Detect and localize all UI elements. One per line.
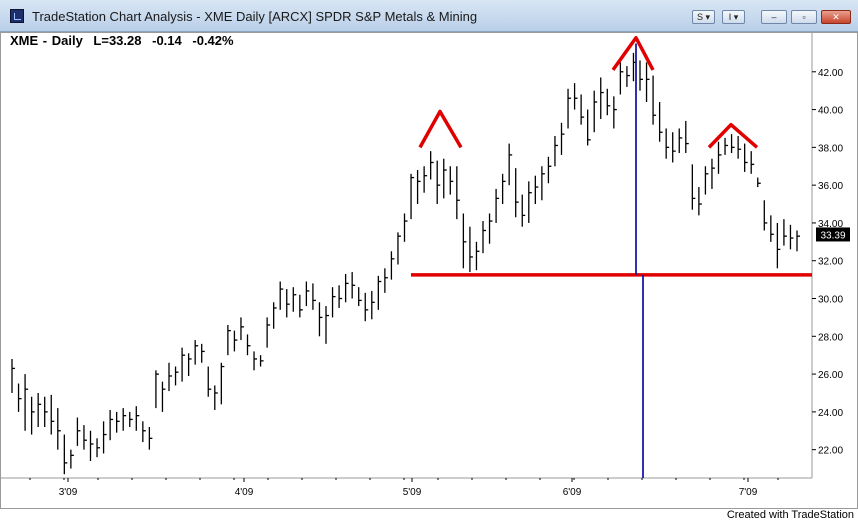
price-tick-label: 34.00 [818,219,843,230]
time-tick-label: 3'09 [59,487,78,498]
peak-marker-left-shoulder [418,109,463,149]
legend-symbol: XME - Daily [10,33,83,48]
price-tick-label: 36.00 [818,181,843,192]
time-tick-label: 7'09 [739,487,758,498]
symbol-link-label: S [696,12,703,22]
price-tick-label: 38.00 [818,143,843,154]
price-tick-label: 24.00 [818,408,843,419]
price-tick-label: 40.00 [818,106,843,117]
last-price-label: 33.39 [820,230,845,241]
price-tick-label: 26.00 [818,370,843,381]
maximize-button[interactable]: ▫ [791,10,817,24]
window-titlebar: TradeStation Chart Analysis - XME Daily … [0,0,858,32]
peak-marker-right-shoulder [707,122,759,149]
interval-link-button[interactable]: I ▾ [722,10,745,24]
tradestation-app-icon [10,9,24,23]
symbol-link-button[interactable]: S ▾ [692,10,715,24]
window-title: TradeStation Chart Analysis - XME Daily … [32,9,478,24]
last-price-box [816,227,850,242]
price-tick-label: 22.00 [818,446,843,457]
chart-legend: XME - Daily L=33.28 -0.14 -0.42% [10,33,240,48]
price-chart[interactable]: 22.00 24.00 26.00 28.00 30.00 32.00 34.00 36.00… [0,32,858,509]
time-tick-label: 5'09 [403,487,422,498]
close-button[interactable]: ✕ [821,10,851,24]
time-tick-label: 4'09 [235,487,254,498]
price-tick-label: 28.00 [818,332,843,343]
price-tick-label: 30.00 [818,295,843,306]
legend-change-pct: -0.42% [192,33,234,48]
price-tick-label: 42.00 [818,68,843,79]
legend-change: -0.14 [152,33,182,48]
interval-link-label: I [728,12,732,22]
price-tick-label: 32.00 [818,257,843,268]
peak-marker-head [611,36,655,71]
legend-last-price: L=33.28 [93,33,142,48]
minimize-button[interactable]: – [761,10,787,24]
footer-credit: Created with TradeStation [726,509,854,521]
time-tick-label: 6'09 [563,487,582,498]
